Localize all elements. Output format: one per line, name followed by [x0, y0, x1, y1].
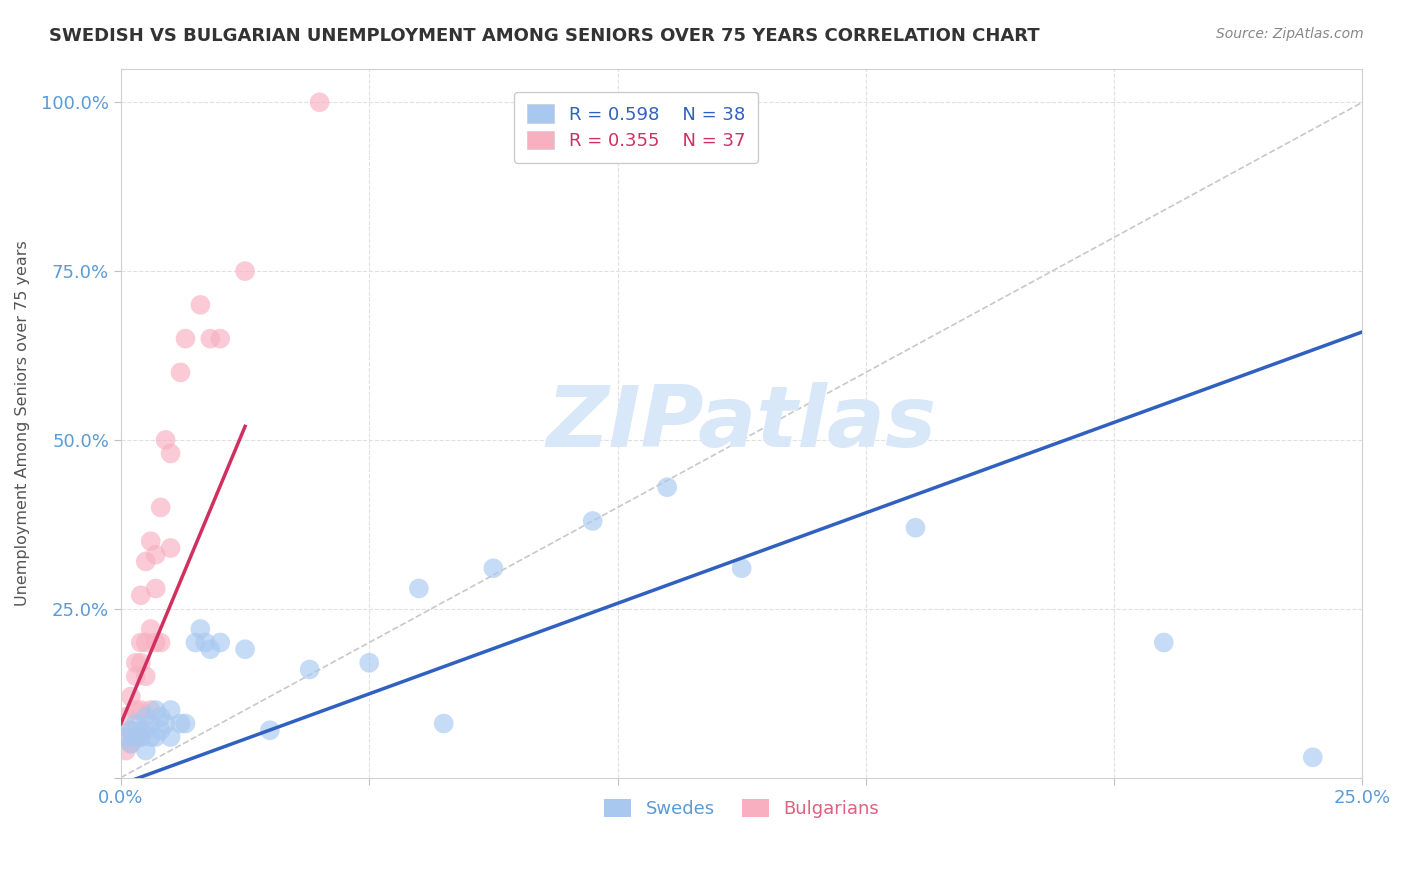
Point [159, 541, 181, 555]
Point [120, 723, 142, 738]
Point [115, 743, 138, 757]
Point [155, 433, 177, 447]
Point [408, 582, 430, 596]
Point [149, 500, 172, 515]
Point [139, 716, 162, 731]
Point [135, 723, 157, 738]
Point [159, 730, 181, 744]
Point [174, 716, 197, 731]
Y-axis label: Unemployment Among Seniors over 75 years: Unemployment Among Seniors over 75 years [15, 240, 30, 606]
Text: Source: ZipAtlas.com: Source: ZipAtlas.com [1216, 27, 1364, 41]
Point [482, 561, 505, 575]
Point [233, 642, 256, 657]
Point [174, 332, 197, 346]
Point [129, 723, 152, 738]
Point [115, 710, 138, 724]
Point [125, 703, 148, 717]
Point [259, 723, 281, 738]
Point [200, 332, 222, 346]
Point [145, 548, 167, 562]
Point [1302, 750, 1324, 764]
Point [159, 703, 181, 717]
Point [731, 561, 754, 575]
Point [159, 446, 181, 460]
Point [139, 730, 162, 744]
Point [129, 730, 152, 744]
Point [135, 554, 157, 568]
Point [120, 690, 142, 704]
Point [184, 635, 207, 649]
Point [135, 669, 157, 683]
Point [145, 635, 167, 649]
Point [135, 710, 157, 724]
Point [139, 703, 162, 717]
Point [233, 264, 256, 278]
Point [582, 514, 605, 528]
Point [149, 723, 172, 738]
Point [209, 635, 232, 649]
Point [139, 534, 162, 549]
Point [149, 635, 172, 649]
Point [129, 656, 152, 670]
Point [169, 716, 191, 731]
Point [308, 95, 330, 110]
Point [135, 635, 157, 649]
Point [125, 716, 148, 731]
Point [149, 710, 172, 724]
Point [120, 737, 142, 751]
Point [190, 622, 212, 636]
Point [125, 730, 148, 744]
Point [155, 716, 177, 731]
Point [200, 642, 222, 657]
Point [120, 723, 142, 738]
Point [169, 365, 191, 379]
Point [1153, 635, 1175, 649]
Point [125, 656, 148, 670]
Point [129, 703, 152, 717]
Text: SWEDISH VS BULGARIAN UNEMPLOYMENT AMONG SENIORS OVER 75 YEARS CORRELATION CHART: SWEDISH VS BULGARIAN UNEMPLOYMENT AMONG … [49, 27, 1040, 45]
Point [120, 737, 142, 751]
Point [433, 716, 456, 731]
Point [145, 703, 167, 717]
Point [129, 588, 152, 602]
Point [129, 730, 152, 744]
Point [209, 332, 232, 346]
Point [145, 730, 167, 744]
Point [115, 730, 138, 744]
Point [139, 622, 162, 636]
Point [129, 635, 152, 649]
Point [194, 635, 217, 649]
Point [125, 669, 148, 683]
Point [359, 656, 381, 670]
Text: ZIPatlas: ZIPatlas [547, 382, 936, 465]
Point [904, 521, 927, 535]
Point [125, 730, 148, 744]
Legend: Swedes, Bulgarians: Swedes, Bulgarians [598, 791, 886, 825]
Point [115, 730, 138, 744]
Point [657, 480, 679, 494]
Point [145, 582, 167, 596]
Point [298, 663, 321, 677]
Point [190, 298, 212, 312]
Point [135, 743, 157, 757]
